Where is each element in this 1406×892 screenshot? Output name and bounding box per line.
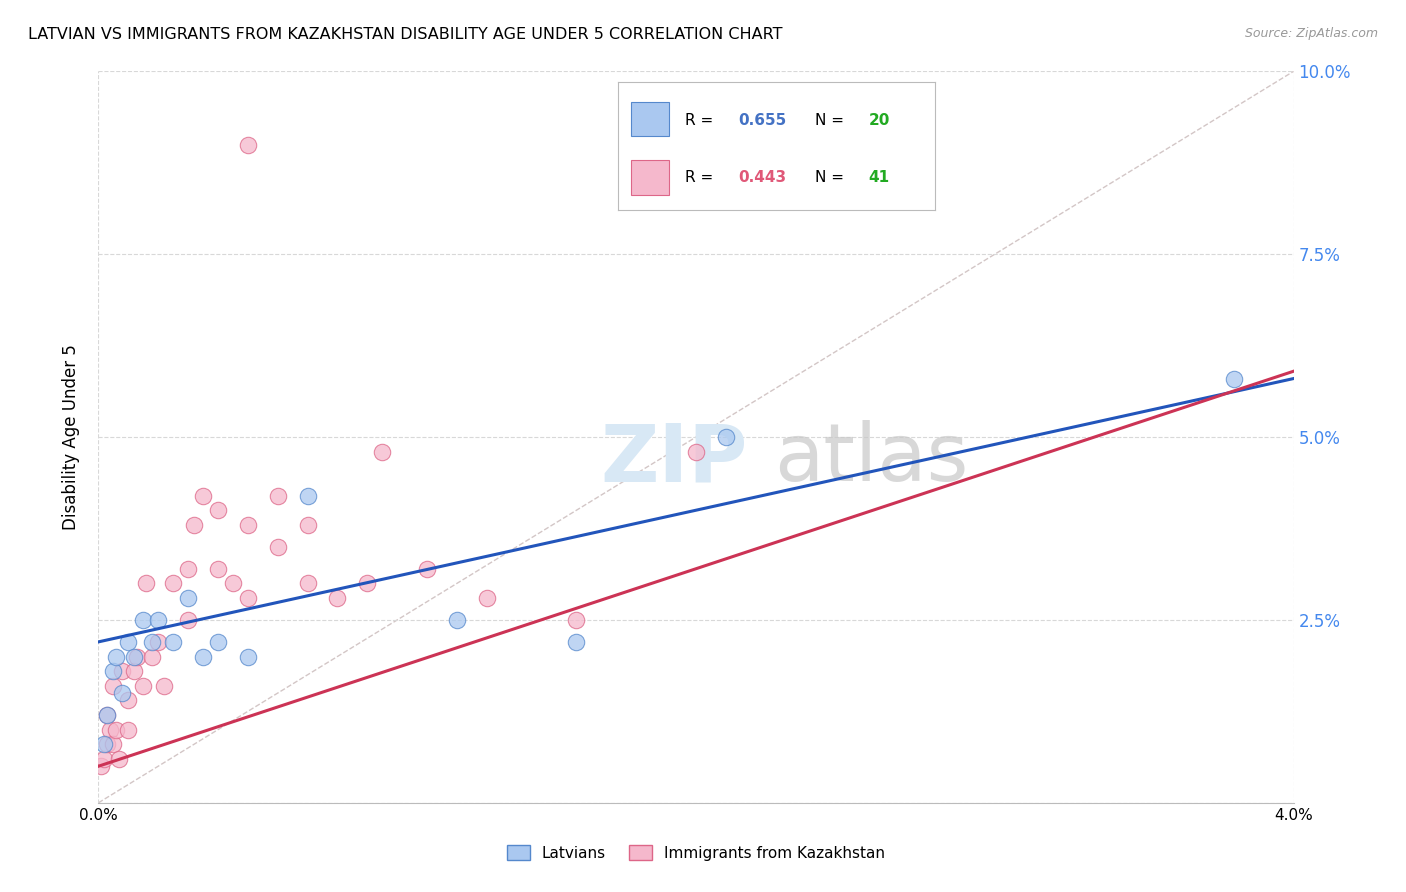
Point <box>267 489 290 503</box>
Point <box>90 759 112 773</box>
Point <box>135 576 157 591</box>
Point <box>96 708 118 723</box>
Text: Source: ZipAtlas.com: Source: ZipAtlas.com <box>1244 27 1378 40</box>
Point <box>153 679 176 693</box>
Text: LATVIAN VS IMMIGRANTS FROM KAZAKHSTAN DISABILITY AGE UNDER 5 CORRELATION CHART: LATVIAN VS IMMIGRANTS FROM KAZAKHSTAN DI… <box>28 27 783 42</box>
Point <box>96 708 118 723</box>
Point <box>222 576 245 591</box>
Point <box>124 664 146 678</box>
Point <box>132 679 155 693</box>
Point <box>96 737 118 751</box>
Point <box>148 613 170 627</box>
Legend: Latvians, Immigrants from Kazakhstan: Latvians, Immigrants from Kazakhstan <box>499 837 893 868</box>
Point <box>714 430 737 444</box>
Point <box>103 679 125 693</box>
Point <box>356 576 378 591</box>
Point <box>124 649 146 664</box>
Point <box>236 517 259 532</box>
Point <box>183 517 205 532</box>
Point <box>141 649 163 664</box>
Point <box>162 635 184 649</box>
Point <box>475 591 498 605</box>
Point <box>111 664 134 678</box>
Point <box>98 723 122 737</box>
Point <box>105 723 128 737</box>
Point <box>191 489 214 503</box>
Point <box>191 649 214 664</box>
Point <box>565 613 588 627</box>
Point <box>103 664 125 678</box>
Point <box>132 613 155 627</box>
Point <box>685 444 707 458</box>
Point <box>111 686 134 700</box>
Point <box>565 635 588 649</box>
Point <box>326 591 349 605</box>
Point <box>117 723 139 737</box>
Point <box>177 613 200 627</box>
Point <box>297 517 319 532</box>
Point <box>108 752 131 766</box>
Point <box>141 635 163 649</box>
Point <box>236 591 259 605</box>
Point <box>148 635 170 649</box>
Point <box>297 489 319 503</box>
Point <box>267 540 290 554</box>
Point <box>105 649 128 664</box>
Point <box>177 562 200 576</box>
Point <box>297 576 319 591</box>
Point <box>127 649 149 664</box>
Point <box>177 591 200 605</box>
Text: ZIP: ZIP <box>600 420 748 498</box>
Point <box>103 737 125 751</box>
Point <box>1222 371 1246 385</box>
Point <box>93 752 115 766</box>
Point <box>207 635 229 649</box>
Y-axis label: Disability Age Under 5: Disability Age Under 5 <box>62 344 80 530</box>
Point <box>117 693 139 707</box>
Text: atlas: atlas <box>773 420 967 498</box>
Point <box>236 649 259 664</box>
Point <box>416 562 439 576</box>
Point <box>371 444 394 458</box>
Point <box>446 613 468 627</box>
Point <box>207 562 229 576</box>
Point <box>162 576 184 591</box>
Point <box>117 635 139 649</box>
Point <box>236 137 259 152</box>
Point <box>93 737 115 751</box>
Point <box>207 503 229 517</box>
